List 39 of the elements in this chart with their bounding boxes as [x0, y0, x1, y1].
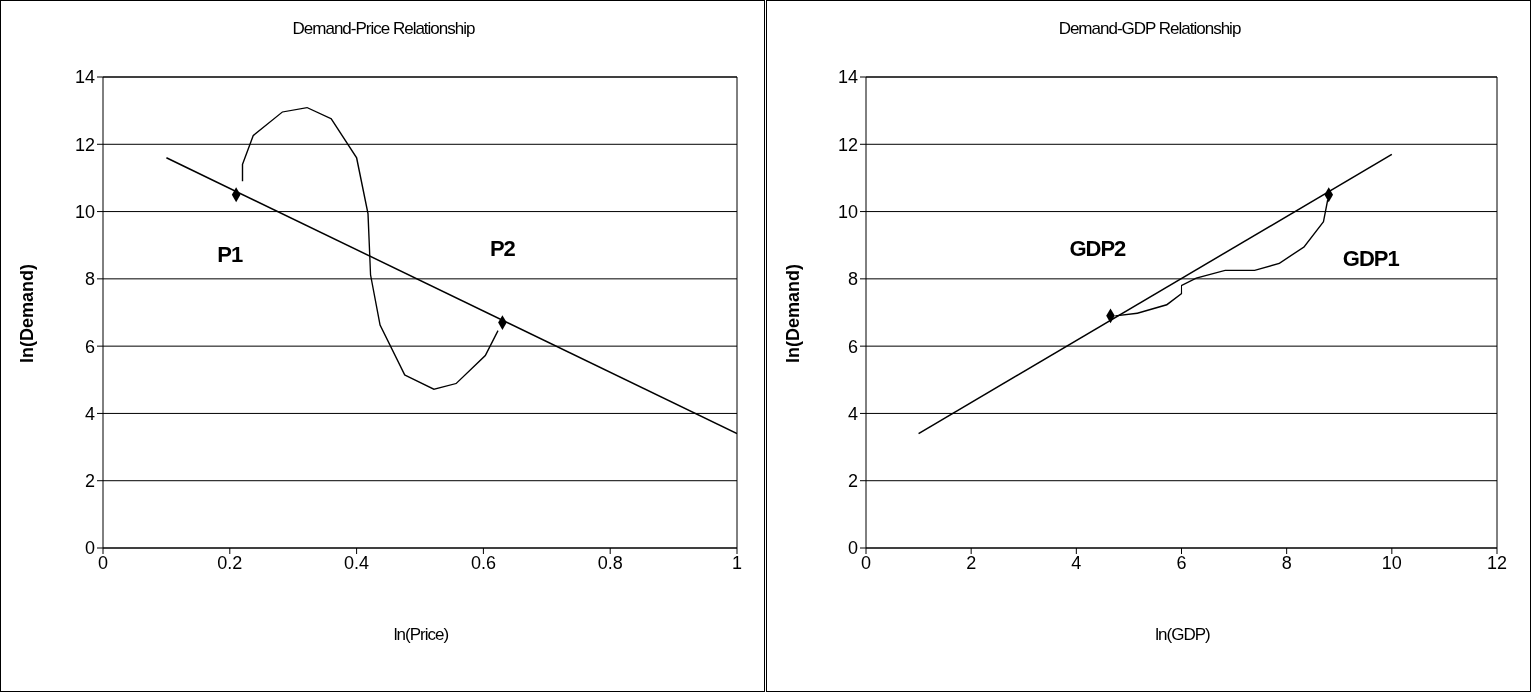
x-tick-label: 1: [731, 552, 743, 573]
y-tick-label: 14: [837, 67, 858, 88]
y-axis-title: ln(Demand): [782, 264, 804, 363]
y-tick-label: 10: [837, 201, 858, 222]
x-tick-label: 0.8: [597, 552, 623, 573]
x-tick-label: 4: [1071, 552, 1082, 573]
chart-title: Demand-GDP Relationship: [1057, 19, 1242, 39]
y-tick-label: 8: [84, 269, 95, 290]
x-tick-label: 8: [1281, 552, 1292, 573]
y-tick-label: 6: [84, 336, 95, 357]
y-tick-label: 6: [847, 336, 858, 357]
y-tick-label: 2: [847, 471, 858, 492]
annotation: GDP1: [1341, 244, 1400, 273]
y-tick-label: 14: [74, 67, 95, 88]
x-tick-label: 6: [1176, 552, 1187, 573]
x-axis-title: ln(Price): [392, 625, 450, 645]
x-tick-label: 0.6: [470, 552, 496, 573]
y-tick-label: 8: [847, 269, 858, 290]
y-tick-label: 12: [837, 134, 858, 155]
y-tick-label: 2: [84, 471, 95, 492]
y-tick-label: 0: [84, 538, 95, 559]
x-tick-label: 10: [1381, 552, 1402, 573]
annotation: P2: [488, 234, 516, 263]
x-tick-label: 0.4: [344, 552, 370, 573]
chart-title: Demand-Price Relationship: [291, 19, 476, 39]
y-tick-label: 10: [74, 201, 95, 222]
annotation: P1: [216, 241, 244, 270]
x-tick-label: 2: [966, 552, 977, 573]
annotation: GDP2: [1068, 234, 1127, 263]
x-tick-label: 0: [97, 552, 109, 573]
y-tick-label: 4: [847, 403, 858, 424]
x-tick-label: 0: [860, 552, 872, 573]
y-axis-title: ln(Demand): [16, 264, 38, 363]
y-tick-label: 12: [74, 134, 95, 155]
x-axis-title: ln(GDP): [1154, 625, 1211, 645]
y-tick-label: 4: [84, 403, 95, 424]
x-tick-label: 12: [1486, 552, 1508, 573]
x-tick-label: 0.2: [217, 552, 243, 573]
y-tick-label: 0: [847, 538, 858, 559]
